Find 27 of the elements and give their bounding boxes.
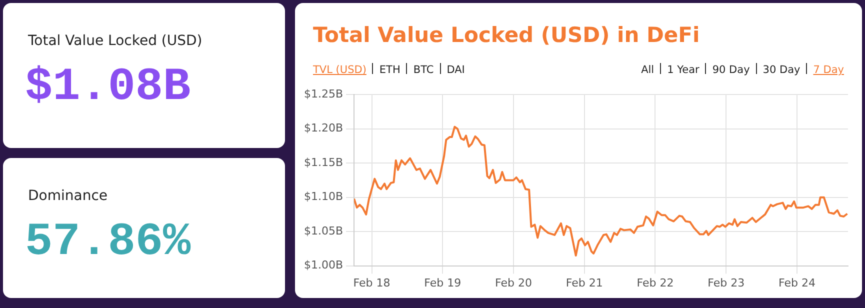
x-tick-label: Feb 22: [636, 276, 674, 290]
x-tick-label: Feb 18: [353, 276, 390, 290]
text: 7 Day: [813, 64, 844, 76]
text: BTC: [413, 64, 434, 76]
text: 30 Day: [762, 64, 800, 76]
text: All: [641, 64, 654, 76]
y-tick-label: $1.10B: [304, 190, 344, 204]
y-tick-label: $1.15B: [304, 156, 344, 169]
text: ETH: [379, 64, 400, 76]
y-tick-label: $1.25B: [304, 87, 344, 100]
x-tick-label: Feb 19: [424, 276, 462, 290]
y-tick-label: $1.20B: [304, 122, 344, 135]
y-tick-label: $1.00B: [304, 258, 344, 272]
text: Dominance: [28, 188, 108, 204]
text: TVL (USD): [313, 64, 366, 76]
x-tick-label: Feb 21: [566, 276, 603, 290]
x-tick-label: Feb 20: [495, 276, 532, 290]
x-tick-label: Feb 24: [778, 276, 816, 290]
text: 57.86%: [25, 216, 191, 268]
text: 1 Year: [667, 64, 700, 76]
text: 90 Day: [712, 64, 750, 76]
text: Total Value Locked (USD): [28, 33, 202, 49]
y-tick-label: $1.05B: [304, 224, 344, 238]
text: $1.08B: [25, 61, 191, 113]
text: DAI: [446, 64, 465, 76]
chart-title: Total Value Locked (USD) in DeFi: [313, 23, 700, 47]
x-tick-label: Feb 23: [708, 276, 745, 290]
